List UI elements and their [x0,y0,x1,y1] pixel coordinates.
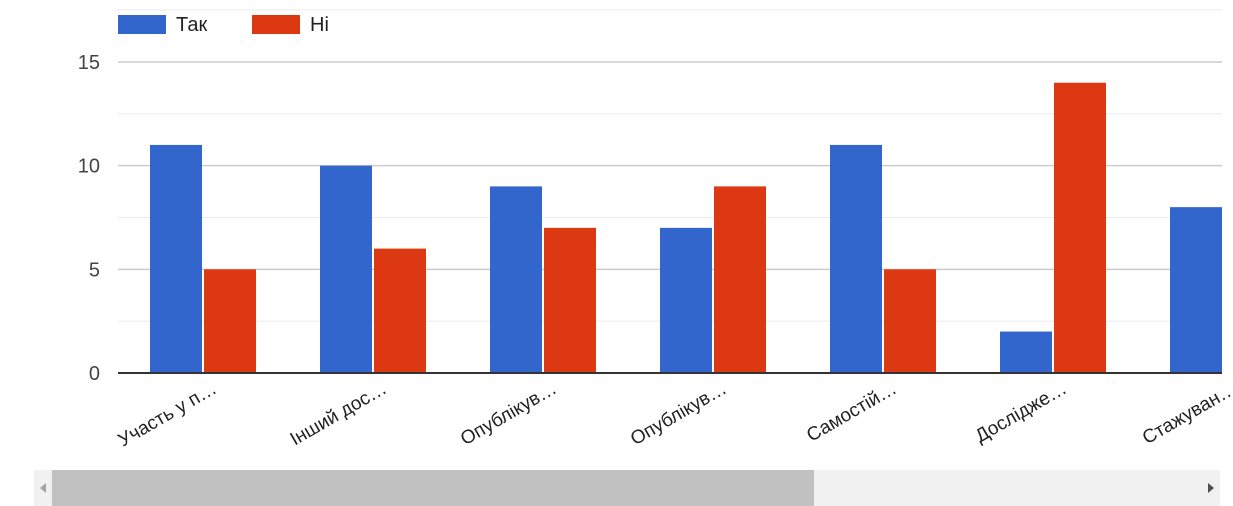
bar-series-2 [374,248,426,373]
x-tick-label: Стажуван… [1139,378,1233,449]
bar-series-2 [884,269,936,373]
x-axis-labels: Участь у п… Інший дос… Опублікув… Опублікув… [115,378,1233,451]
y-tick-label: 15 [78,52,100,74]
y-axis-ticks: 0 5 10 15 [78,52,100,385]
bar-series-2 [204,269,256,373]
bar-chart: Так Ні 0 5 10 15 Участь у п… Інший дос… Опублі… [78,9,1233,451]
x-tick-label: Участь у п… [115,378,221,451]
legend-label: Так [176,14,207,36]
x-tick-label: Опублікув… [457,378,560,450]
bar-series-1 [150,144,202,373]
gridlines [118,9,1222,322]
bar-series-1 [1000,331,1052,373]
scroll-left-arrow-icon[interactable] [34,470,52,506]
y-tick-label: 5 [89,259,100,281]
bar-series-1 [320,165,372,373]
bar-series-1 [660,227,712,373]
bar-series-2 [1054,82,1106,373]
bars [150,82,1222,373]
scrollbar-thumb[interactable] [52,470,814,506]
scroll-right-arrow-icon[interactable] [1202,470,1220,506]
legend-swatch [118,15,166,34]
bar-series-1 [1170,207,1222,373]
y-tick-label: 0 [89,363,100,385]
legend: Так Ні [118,14,329,36]
x-tick-label: Інший дос… [287,378,391,450]
x-tick-label: Дослідже… [972,378,1071,447]
horizontal-scrollbar[interactable] [34,470,1220,506]
y-tick-label: 10 [78,156,100,178]
bar-series-2 [544,227,596,373]
x-tick-label: Опублікув… [627,378,730,450]
bar-series-1 [490,186,542,373]
bar-series-1 [830,144,882,373]
bar-series-2 [714,186,766,373]
x-tick-label: Самостій… [803,378,900,446]
legend-swatch [252,15,300,34]
legend-label: Ні [310,14,329,36]
